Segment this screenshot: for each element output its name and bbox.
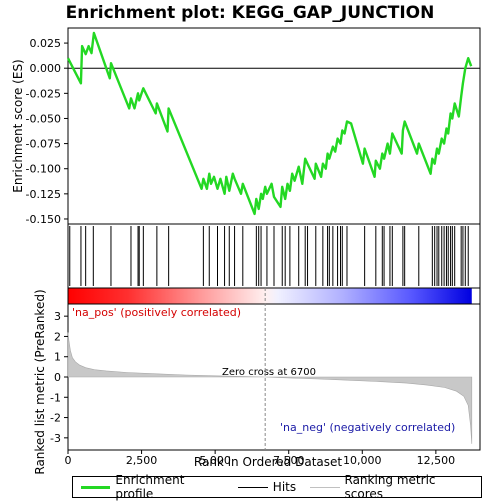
metric-x-tick-label: 2,500 (126, 454, 158, 467)
legend-enrichment-label: Enrichment profile (115, 473, 185, 501)
legend-enrichment-swatch (81, 485, 111, 489)
metric-x-label: Rank in Ordered Dataset (194, 455, 342, 469)
legend-enrichment: Enrichment profile (81, 473, 224, 501)
legend: Enrichment profile Hits Ranking metric s… (72, 473, 482, 501)
metric-y-tick-label: -1 (50, 391, 61, 404)
metric-axes: 3 2 1 0 -1 -2 -3 0 2,500 5,000 7,500 10,000 12,500 (50, 310, 455, 467)
es-y-tick-label: -0.075 (26, 138, 61, 151)
neg-label: 'na_neg' (negatively correlated) (280, 421, 455, 434)
es-y-tick-label: -0.125 (26, 188, 61, 201)
chart-title: Enrichment plot: KEGG_GAP_JUNCTION (66, 3, 435, 23)
metric-y-tick-label: 0 (54, 371, 61, 384)
metric-y-tick-label: 1 (54, 351, 61, 364)
legend-hits-swatch (237, 486, 268, 488)
rank-gradient (68, 288, 472, 304)
es-y-tick-label: -0.050 (26, 112, 61, 125)
legend-hits: Hits (237, 480, 297, 494)
es-y-tick-label: 0.000 (30, 62, 62, 75)
es-y-axis: 0.025 0.000 -0.025 -0.050 -0.075 -0.100 -0.125… (26, 37, 480, 226)
metric-x-tick-label: 10,000 (343, 454, 382, 467)
legend-metric: Ranking metric scores (310, 473, 475, 501)
metric-y-label: Ranked list metric (PreRanked) (33, 289, 47, 474)
zero-cross-label: Zero cross at 6700 (222, 367, 316, 378)
metric-x-tick-label: 0 (65, 454, 72, 467)
legend-metric-label: Ranking metric scores (344, 473, 436, 501)
es-panel: 0.025 0.000 -0.025 -0.050 -0.075 -0.100 -0.125… (11, 27, 481, 226)
metric-y-tick-label: -2 (50, 412, 61, 425)
rank-gradient-bar (67, 287, 481, 305)
metric-x-tick-label: 12,500 (417, 454, 456, 467)
es-y-tick-label: 0.025 (30, 37, 62, 50)
metric-x-tick-label: 7,500 (273, 454, 305, 467)
legend-hits-label: Hits (272, 480, 297, 494)
pos-label: 'na_pos' (positively correlated) (72, 306, 241, 319)
metric-x-tick-label: 5,000 (199, 454, 231, 467)
ranking-metric-series (67, 332, 473, 444)
es-y-label: Enrichment score (ES) (11, 59, 25, 192)
es-y-tick-label: -0.150 (26, 213, 61, 226)
enrichment-series (66, 31, 473, 216)
hits-panel (67, 223, 481, 289)
es-y-tick-label: -0.025 (26, 87, 61, 100)
metric-area (67, 332, 473, 444)
hits-series (69, 226, 469, 286)
enrichment-line (66, 31, 473, 216)
metric-y-tick-label: -3 (50, 432, 61, 445)
metric-y-tick-label: 2 (54, 330, 61, 343)
metric-y-tick-label: 3 (54, 310, 61, 323)
legend-metric-swatch (310, 486, 340, 488)
metric-panel: 3 2 1 0 -1 -2 -3 0 2,500 5,000 7,500 10,000 12,500 '… (33, 289, 481, 475)
es-y-tick-label: -0.100 (26, 163, 61, 176)
